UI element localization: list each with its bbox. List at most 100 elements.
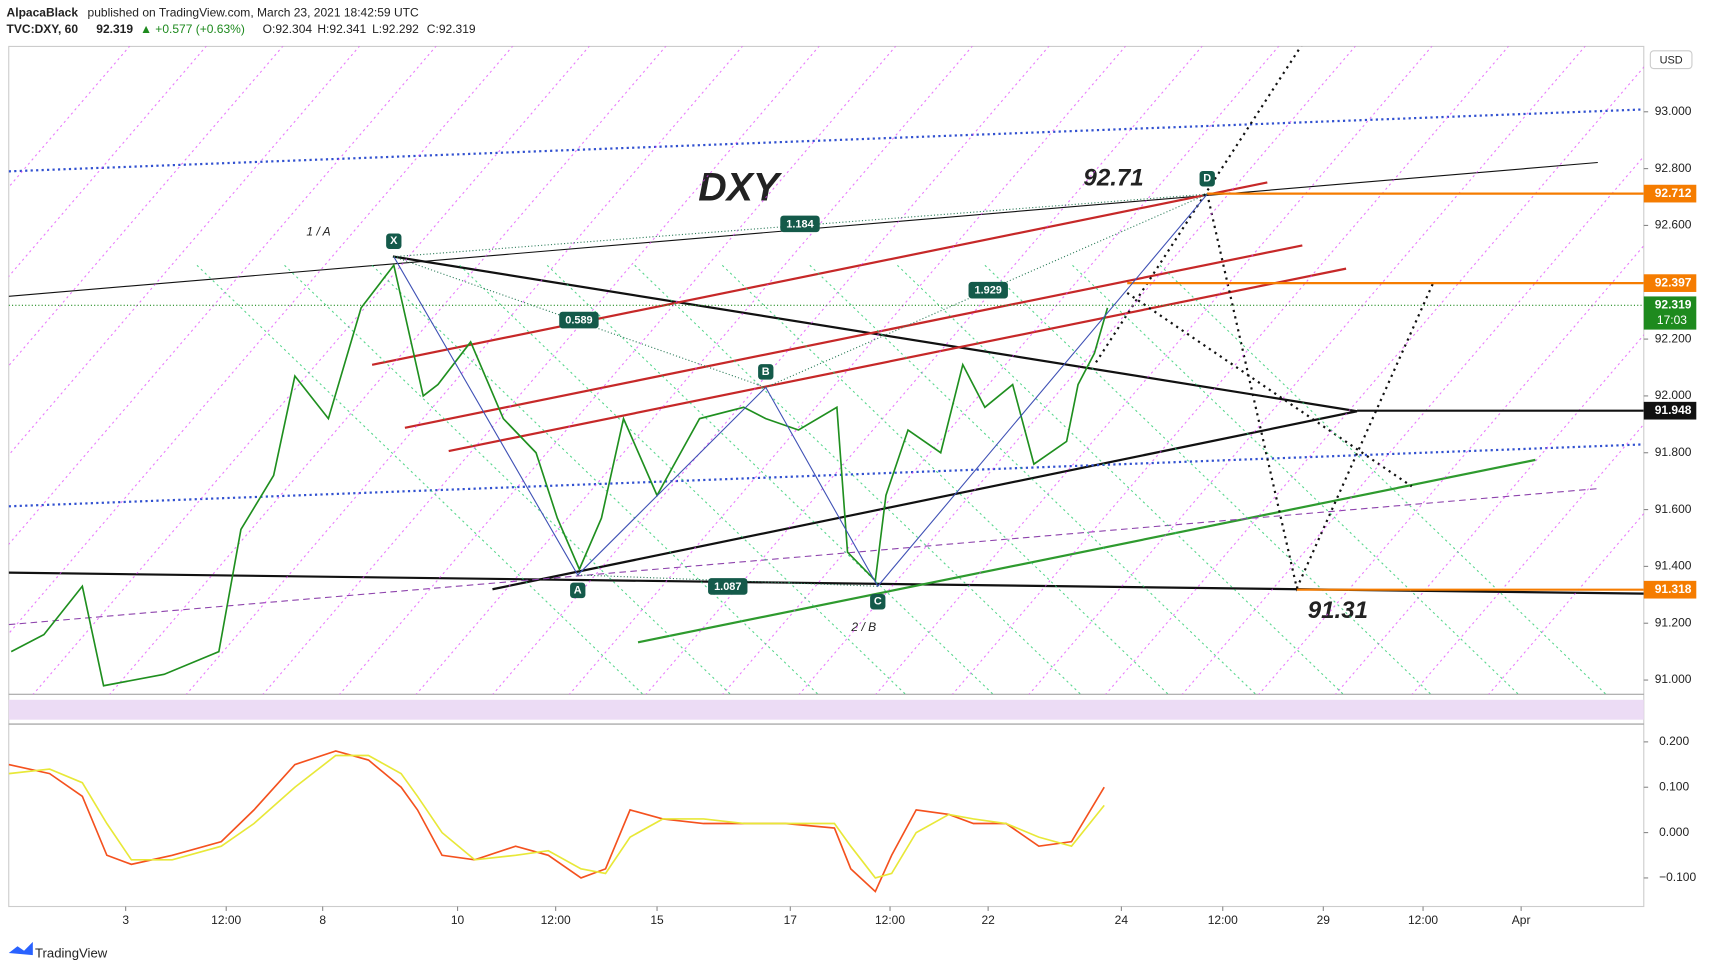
y-tick-label: 92.200 bbox=[1655, 331, 1692, 345]
price-label-box bbox=[1643, 580, 1697, 599]
y-tick-label: 0.200 bbox=[1659, 734, 1689, 748]
price-label: 92.319 bbox=[1655, 297, 1692, 311]
fan-line bbox=[8, 46, 360, 456]
change: ▲ +0.577 (+0.63%) bbox=[140, 22, 245, 36]
fan-line bbox=[1258, 244, 1644, 695]
fan-line bbox=[1334, 334, 1644, 695]
y-tick-label: 92.600 bbox=[1655, 218, 1692, 232]
fan-line bbox=[984, 264, 1432, 695]
price-label: 92.712 bbox=[1655, 186, 1692, 200]
drawings: 1 / A 2 / B DXY 92.71 91.31 bbox=[8, 46, 1644, 695]
y-tick-label: 0.100 bbox=[1659, 779, 1689, 793]
chart-title: DXY bbox=[698, 165, 783, 209]
pattern-point bbox=[758, 364, 774, 380]
ratio-box bbox=[780, 215, 820, 233]
ratio-box bbox=[968, 281, 1008, 299]
y-tick-label: 91.000 bbox=[1655, 672, 1692, 686]
x-tick-label: 15 bbox=[650, 913, 664, 927]
support-line bbox=[637, 458, 1536, 644]
x-tick-label: 12:00 bbox=[1208, 913, 1238, 927]
fan-line bbox=[897, 264, 1345, 695]
fan-line bbox=[415, 46, 973, 695]
y-tick-label: 92.800 bbox=[1655, 161, 1692, 175]
x-tick-label: 12:00 bbox=[541, 913, 571, 927]
fan-line bbox=[8, 46, 514, 635]
price-label: 92.397 bbox=[1655, 275, 1692, 289]
fan-line bbox=[196, 264, 644, 695]
brand: TradingView bbox=[35, 945, 108, 960]
low: L:92.292 bbox=[372, 22, 419, 36]
fan-line bbox=[645, 46, 1203, 695]
frame bbox=[8, 45, 1645, 908]
wave-label: 2 / B bbox=[850, 620, 876, 634]
fan-line bbox=[546, 264, 994, 695]
fan-line bbox=[1159, 264, 1607, 695]
dashed-line bbox=[8, 488, 1598, 626]
pattern-point bbox=[870, 594, 886, 610]
channel-line bbox=[404, 244, 1303, 429]
y-tick-label: 93.000 bbox=[1655, 104, 1692, 118]
pattern-point-label: B bbox=[762, 366, 770, 378]
fan-line bbox=[32, 46, 590, 695]
price-line-series bbox=[10, 263, 1109, 687]
fan-line bbox=[634, 264, 1082, 695]
y-tick-label: 91.400 bbox=[1655, 559, 1692, 573]
x-tick-label: 22 bbox=[981, 913, 995, 927]
oscillator-line bbox=[8, 754, 1105, 879]
fan-line bbox=[1181, 155, 1644, 695]
price-label: 91.948 bbox=[1655, 403, 1692, 417]
x-tick-label: Apr bbox=[1512, 913, 1531, 927]
x-tick-label: 12:00 bbox=[875, 913, 905, 927]
ratio-box bbox=[708, 578, 748, 595]
price-label: 91.318 bbox=[1655, 582, 1692, 596]
fan-line bbox=[798, 46, 1356, 695]
countdown: 17:03 bbox=[1657, 313, 1687, 327]
ratio-box bbox=[559, 311, 599, 329]
currency-box bbox=[1649, 50, 1693, 70]
channel-line bbox=[371, 181, 1268, 366]
fan-line bbox=[8, 46, 437, 546]
oscillator-plot bbox=[8, 750, 1105, 893]
x-tick-label: 10 bbox=[451, 913, 465, 927]
last-price: 92.319 bbox=[96, 22, 133, 36]
fan-line bbox=[809, 264, 1257, 695]
fan-line bbox=[338, 46, 897, 695]
fan-line bbox=[721, 264, 1169, 695]
fan-line bbox=[109, 46, 667, 695]
pattern-point-label: X bbox=[390, 235, 398, 247]
fan-line bbox=[8, 46, 131, 188]
fan-line bbox=[8, 46, 284, 367]
pattern-point-label: C bbox=[874, 596, 882, 608]
dotted-line bbox=[8, 108, 1644, 173]
pattern-point bbox=[570, 582, 586, 599]
projection bbox=[1206, 193, 1435, 592]
x-tick-label: 24 bbox=[1115, 913, 1129, 927]
ratio-label: 1.184 bbox=[786, 218, 814, 230]
fan-line bbox=[8, 46, 207, 278]
price-label-box bbox=[1643, 401, 1697, 420]
high: H:92.341 bbox=[317, 22, 366, 36]
fan-line bbox=[1028, 46, 1586, 695]
projection bbox=[1126, 292, 1413, 488]
price-label-box bbox=[1643, 184, 1697, 203]
ratio-line bbox=[577, 574, 878, 587]
price-label-box bbox=[1643, 296, 1697, 330]
channel-line bbox=[448, 267, 1347, 453]
x-tick-label: 29 bbox=[1317, 913, 1331, 927]
fan-line bbox=[284, 264, 732, 695]
ratio-label: 1.087 bbox=[714, 581, 741, 593]
y-tick-label: 91.200 bbox=[1655, 615, 1692, 629]
pattern-point-label: A bbox=[574, 584, 582, 596]
pattern-point-label: D bbox=[1203, 173, 1211, 185]
x-tick-label: 17 bbox=[784, 913, 798, 927]
fan-line bbox=[722, 46, 1280, 695]
pattern-point bbox=[386, 233, 402, 249]
fan-line bbox=[459, 264, 907, 695]
annotation: 92.71 bbox=[1083, 164, 1143, 191]
fan-line bbox=[185, 46, 744, 695]
x-tick-label: 12:00 bbox=[1408, 913, 1438, 927]
y-tick-label: 91.600 bbox=[1655, 502, 1692, 516]
fan-line bbox=[1105, 66, 1644, 695]
